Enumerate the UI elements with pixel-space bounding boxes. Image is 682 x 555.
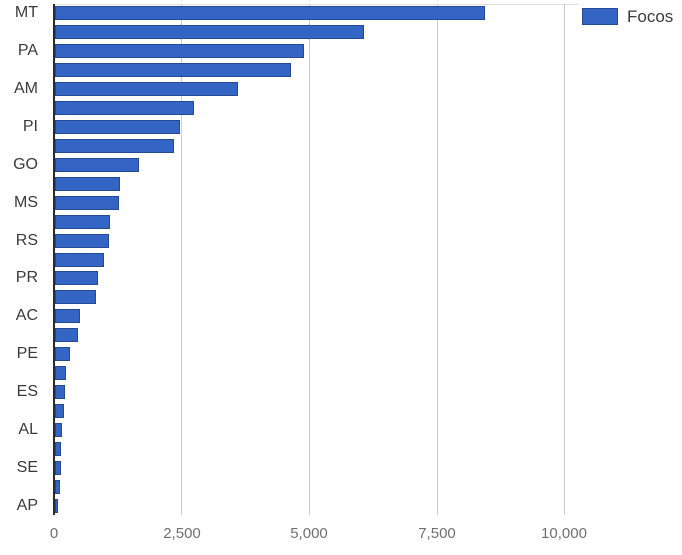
- bar-PR[interactable]: [55, 271, 98, 285]
- bar-AC[interactable]: [55, 309, 80, 323]
- gridline-7500: [437, 4, 438, 515]
- bar-row-22[interactable]: [55, 404, 64, 418]
- bar-row-2[interactable]: [55, 25, 364, 39]
- x-axis-labels: 0 2,500 5,000 7,500 10,000: [0, 524, 682, 546]
- x-axis-tick-2500: 2,500: [163, 525, 201, 542]
- legend: Focos: [582, 8, 673, 25]
- bar-GO[interactable]: [55, 158, 139, 172]
- y-axis-label-PR: PR: [15, 269, 38, 286]
- bar-MT[interactable]: [55, 6, 485, 20]
- gridline-10000: [564, 4, 565, 515]
- x-axis-tick-5000: 5,000: [290, 525, 328, 542]
- bar-MS[interactable]: [55, 196, 119, 210]
- bar-AP[interactable]: [55, 499, 58, 513]
- x-axis-tick-0: 0: [49, 525, 59, 542]
- y-axis-label-AP: AP: [16, 497, 38, 514]
- y-axis-label-ES: ES: [16, 383, 38, 400]
- bar-row-8[interactable]: [55, 139, 174, 153]
- y-axis-label-MT: MT: [14, 4, 38, 21]
- y-axis-label-PE: PE: [16, 345, 38, 362]
- y-axis-label-AM: AM: [14, 80, 38, 97]
- bar-RS[interactable]: [55, 234, 109, 248]
- bar-row-26[interactable]: [55, 480, 60, 494]
- bar-AL[interactable]: [55, 423, 62, 437]
- gridline-5000: [309, 4, 310, 515]
- bar-row-6[interactable]: [55, 101, 194, 115]
- bar-row-14[interactable]: [55, 253, 104, 267]
- y-axis-label-AC: AC: [15, 307, 38, 324]
- bar-PA[interactable]: [55, 44, 304, 58]
- bar-PI[interactable]: [55, 120, 180, 134]
- plot-top-border: [54, 4, 578, 5]
- legend-swatch-icon: [582, 8, 618, 25]
- bar-row-20[interactable]: [55, 366, 66, 380]
- y-axis-label-RS: RS: [15, 232, 38, 249]
- y-axis-label-AL: AL: [18, 421, 38, 438]
- bar-row-4[interactable]: [55, 63, 291, 77]
- legend-label: Focos: [627, 7, 674, 26]
- x-axis-tick-10000: 10,000: [541, 525, 587, 542]
- bar-row-10[interactable]: [55, 177, 120, 191]
- bar-PE[interactable]: [55, 347, 70, 361]
- gridline-2500: [181, 4, 182, 515]
- bar-row-12[interactable]: [55, 215, 110, 229]
- y-axis-label-SE: SE: [16, 459, 38, 476]
- bar-ES[interactable]: [55, 385, 65, 399]
- x-axis-tick-7500: 7,500: [418, 525, 456, 542]
- bar-row-16[interactable]: [55, 290, 96, 304]
- y-axis-line: [53, 4, 55, 515]
- bar-SE[interactable]: [55, 461, 61, 475]
- y-axis-labels: MT PA AM PI GO MS RS PR AC PE ES AL SE AP: [0, 4, 38, 515]
- y-axis-label-MS: MS: [14, 194, 38, 211]
- bar-row-24[interactable]: [55, 442, 61, 456]
- bar-row-18[interactable]: [55, 328, 78, 342]
- y-axis-label-GO: GO: [13, 156, 38, 173]
- y-axis-label-PA: PA: [17, 42, 38, 59]
- plot-area: [53, 4, 578, 515]
- y-axis-label-PI: PI: [22, 118, 38, 135]
- bar-AM[interactable]: [55, 82, 238, 96]
